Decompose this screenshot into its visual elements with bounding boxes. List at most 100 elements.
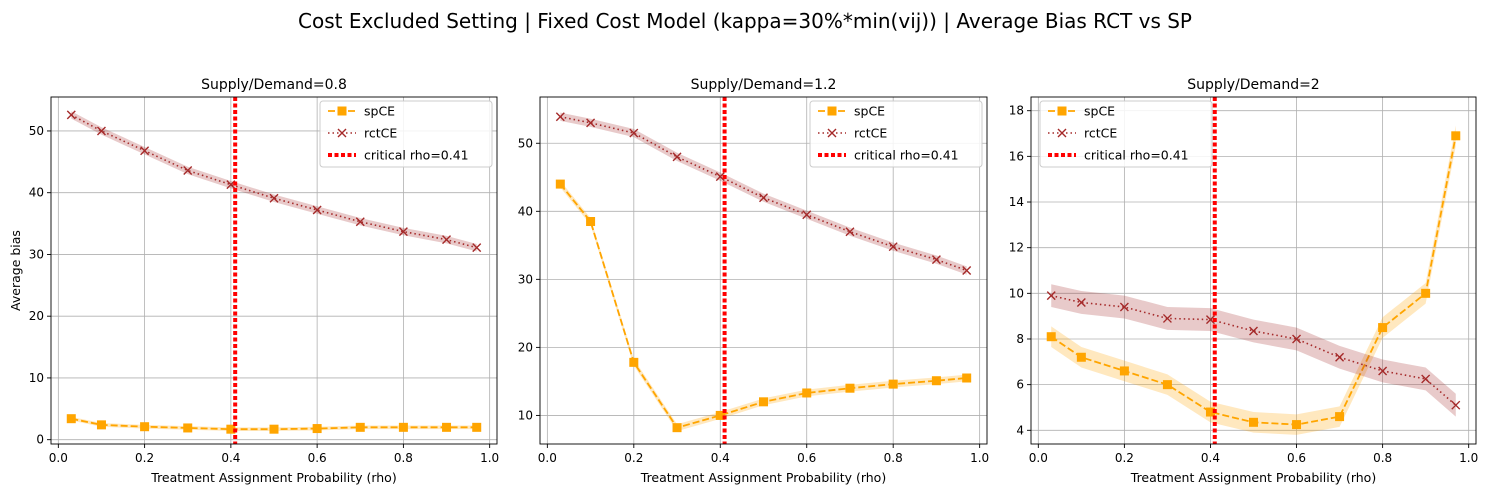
y-tick-label: 10 xyxy=(1009,286,1024,300)
legend-label-spCE: spCE xyxy=(1084,104,1115,119)
point-spCE xyxy=(1162,380,1172,390)
point-rctCE xyxy=(398,227,408,237)
point-rctCE xyxy=(715,172,725,182)
x-axis-label: Treatment Assignment Probability (rho) xyxy=(640,470,886,485)
axes-frame xyxy=(539,96,988,445)
gridlines xyxy=(51,97,497,444)
point-rctCE xyxy=(888,242,898,252)
x-tick-label: 0.2 xyxy=(1115,451,1134,465)
x-tick-label: 0.0 xyxy=(538,451,557,465)
y-tick-label: 40 xyxy=(518,204,533,218)
point-spCE xyxy=(1451,131,1461,141)
point-spCE xyxy=(1249,417,1258,427)
chart-title: Supply/Demand=2 xyxy=(1187,77,1319,93)
point-rctCE xyxy=(1421,374,1431,384)
legend-label-rctCE: rctCE xyxy=(364,126,397,141)
x-tick-label: 0.2 xyxy=(624,451,643,465)
x-tick-label: 0.4 xyxy=(221,451,240,465)
chart-panel-1: 0.0 0.2 0.4 0.6 0.8 1.0 0 10 20 30 40 50 Supply/Dema… xyxy=(8,77,499,485)
figure-suptitle: Cost Excluded Setting | Fixed Cost Model… xyxy=(298,9,1192,33)
point-rctCE xyxy=(1249,326,1258,336)
plot-area xyxy=(555,97,972,444)
legend: spCE rctCE critical rho=0.41 xyxy=(319,100,493,168)
point-spCE xyxy=(96,420,106,430)
point-spCE xyxy=(715,410,725,420)
chart-panel-3: 0.0 0.2 0.4 0.6 0.8 1.0 4 6 8 10 12 14 16 18 Supply/De… xyxy=(1009,77,1479,485)
point-rctCE xyxy=(962,266,972,275)
panels: 0.0 0.2 0.4 0.6 0.8 1.0 0 10 20 30 40 50 Supply/Dema… xyxy=(8,77,1478,485)
y-tick-label: 50 xyxy=(29,124,44,138)
x-axis-label: Treatment Assignment Probability (rho) xyxy=(1130,470,1376,485)
point-rctCE xyxy=(1451,400,1461,410)
point-spCE xyxy=(66,414,76,424)
axes-frame xyxy=(1030,96,1477,445)
y-tick-label: 6 xyxy=(1016,378,1024,392)
point-spCE xyxy=(802,388,812,398)
x-tick-label: 1.0 xyxy=(970,451,989,465)
point-spCE xyxy=(1421,288,1431,298)
point-rctCE xyxy=(1162,313,1172,323)
point-spCE xyxy=(629,357,639,367)
point-rctCE xyxy=(1205,315,1215,325)
legend-label-critical: critical rho=0.41 xyxy=(854,148,959,163)
plot-area xyxy=(1046,97,1461,444)
point-rctCE xyxy=(96,126,106,136)
x-tick-label: 1.0 xyxy=(1459,451,1478,465)
point-rctCE xyxy=(629,128,639,138)
series-line-rctCE xyxy=(560,115,967,272)
point-spCE xyxy=(183,423,193,433)
y-tick-label: 30 xyxy=(518,272,533,286)
point-rctCE xyxy=(66,110,76,120)
x-tick-label: 0.2 xyxy=(135,451,154,465)
y-tick-label: 10 xyxy=(29,371,44,385)
point-spCE xyxy=(1205,407,1215,417)
y-tick-label: 20 xyxy=(29,309,44,323)
series-line-rctCE xyxy=(1051,294,1457,406)
point-rctCE xyxy=(759,193,768,203)
x-tick-label: 0.4 xyxy=(711,451,730,465)
point-spCE xyxy=(269,424,279,434)
point-spCE xyxy=(1076,352,1086,362)
legend-box xyxy=(319,100,493,168)
point-rctCE xyxy=(1076,297,1086,307)
point-rctCE xyxy=(1378,366,1388,376)
x-axis-label: Treatment Assignment Probability (rho) xyxy=(150,470,396,485)
point-rctCE xyxy=(1119,302,1129,312)
legend-marker-rctCE xyxy=(337,128,347,138)
x-tick-label: 0.8 xyxy=(1373,451,1392,465)
point-rctCE xyxy=(472,243,482,253)
point-spCE xyxy=(398,422,408,432)
legend-marker-rctCE xyxy=(827,128,837,138)
point-spCE xyxy=(931,376,941,386)
point-rctCE xyxy=(1046,291,1056,301)
point-rctCE xyxy=(1292,334,1302,344)
point-rctCE xyxy=(802,210,812,220)
legend-label-critical: critical rho=0.41 xyxy=(1084,148,1189,163)
legend-box xyxy=(809,100,983,168)
axes-frame xyxy=(50,96,498,445)
legend-label-spCE: spCE xyxy=(854,104,885,119)
point-spCE xyxy=(672,423,682,433)
x-tick-label: 0.8 xyxy=(884,451,903,465)
point-spCE xyxy=(140,422,150,432)
point-rctCE xyxy=(183,165,193,175)
legend: spCE rctCE critical rho=0.41 xyxy=(809,100,983,168)
point-spCE xyxy=(555,179,565,189)
point-rctCE xyxy=(140,146,150,156)
y-tick-label: 40 xyxy=(29,186,44,200)
y-tick-label: 16 xyxy=(1009,149,1024,163)
point-spCE xyxy=(1046,332,1056,342)
legend: spCE rctCE critical rho=0.41 xyxy=(1039,100,1213,168)
y-tick-label: 0 xyxy=(36,433,44,447)
chart-title: Supply/Demand=1.2 xyxy=(691,77,837,93)
confidence-band-rctCE xyxy=(71,111,477,252)
point-spCE xyxy=(226,424,236,434)
y-tick-label: 18 xyxy=(1009,104,1024,118)
point-spCE xyxy=(1292,420,1302,430)
chart-panel-2: 0.0 0.2 0.4 0.6 0.8 1.0 10 20 30 40 50 Supply/Deman… xyxy=(518,77,989,485)
point-rctCE xyxy=(312,205,322,215)
y-tick-label: 8 xyxy=(1016,332,1024,346)
y-tick-label: 14 xyxy=(1009,195,1024,209)
point-spCE xyxy=(442,422,452,432)
